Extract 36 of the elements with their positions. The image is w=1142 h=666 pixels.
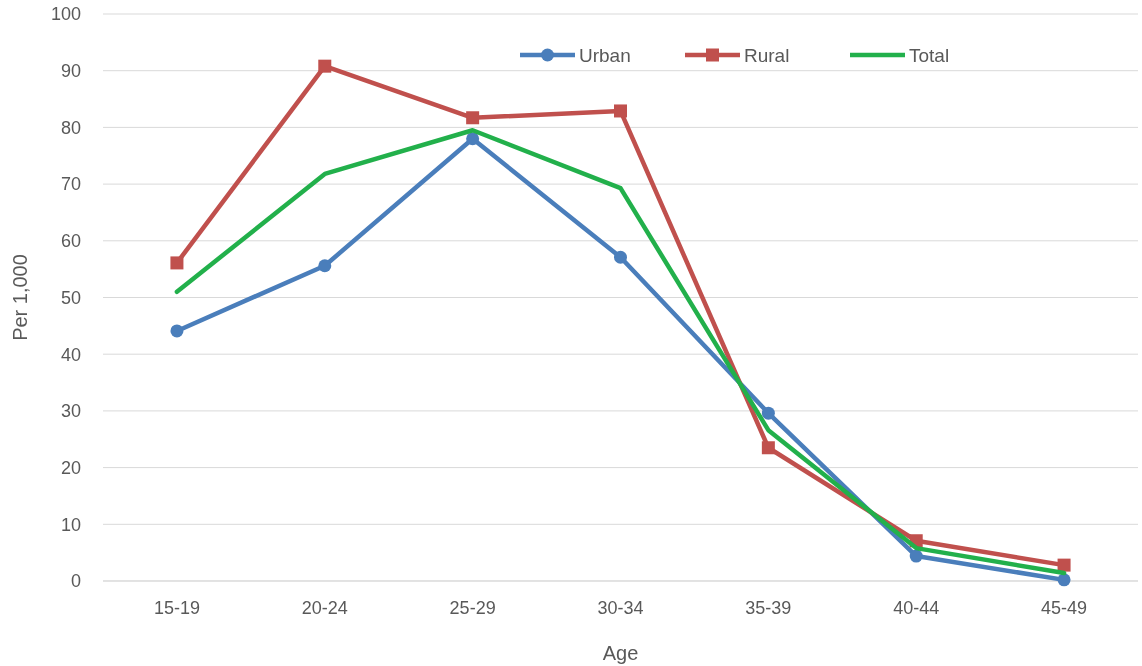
y-tick-label: 50	[60, 287, 81, 308]
y-tick-label: 30	[60, 401, 81, 422]
point	[466, 132, 480, 146]
x-tick-label: 15-19	[153, 598, 200, 618]
point	[761, 406, 775, 420]
x-tick-label: 45-49	[1041, 598, 1088, 618]
point	[1057, 573, 1071, 587]
point	[614, 104, 627, 118]
point	[761, 441, 775, 455]
point	[318, 259, 332, 273]
y-tick-label: 10	[60, 514, 81, 535]
x-tick-label: 30-34	[597, 598, 644, 618]
x-axis-title: Age	[602, 642, 639, 664]
legend-label: Rural	[744, 44, 790, 66]
legend-label: Total	[909, 44, 950, 66]
y-tick-label: 70	[60, 174, 81, 195]
point	[170, 256, 184, 270]
x-tick-label: 20-24	[301, 598, 348, 618]
y-tick-label: 80	[60, 117, 81, 138]
point	[614, 250, 627, 264]
y-tick-label: 0	[70, 571, 81, 592]
x-tick-label: 25-29	[449, 598, 496, 618]
point	[466, 111, 480, 125]
y-tick-label: 90	[60, 61, 81, 81]
y-tick-label: 40	[60, 344, 81, 365]
x-tick-label: 35-39	[745, 598, 792, 618]
point	[318, 59, 332, 73]
y-tick-label: 20	[60, 457, 81, 478]
y-axis-title: Per 1,000	[9, 254, 31, 341]
point	[170, 324, 184, 338]
point	[909, 549, 923, 563]
point	[1057, 558, 1071, 572]
x-tick-label: 40-44	[893, 598, 940, 618]
legend-label: Urban	[579, 44, 631, 66]
y-tick-label: 100	[50, 4, 81, 25]
y-tick-label: 60	[60, 231, 81, 252]
